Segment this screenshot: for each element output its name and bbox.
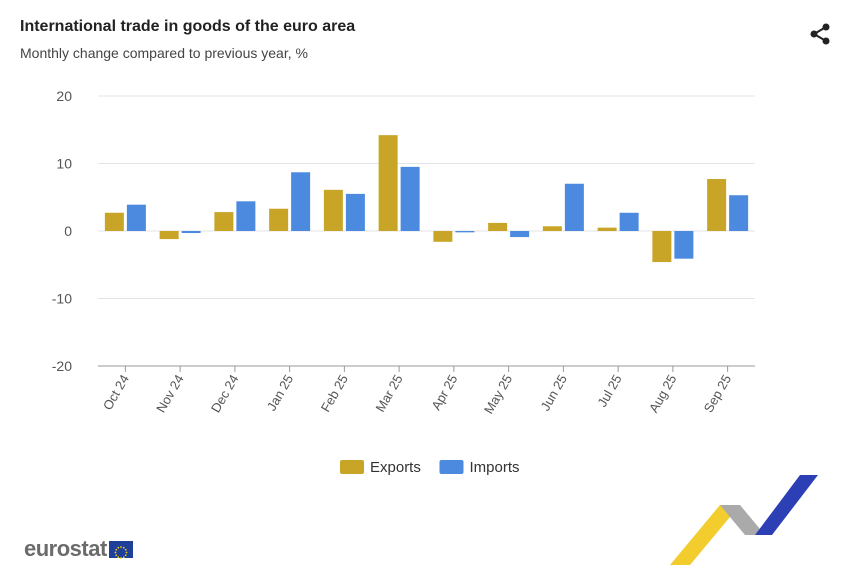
x-tick-label: Feb 25 bbox=[318, 372, 351, 415]
bar-exports bbox=[433, 231, 453, 242]
x-tick-label: Jun 25 bbox=[537, 372, 570, 413]
decorative-ribbon bbox=[670, 475, 818, 565]
bar-exports bbox=[488, 222, 508, 231]
bar-imports bbox=[400, 166, 420, 231]
bar-exports bbox=[652, 231, 672, 263]
bar-exports bbox=[542, 226, 562, 231]
bar-exports bbox=[707, 179, 727, 231]
bar-imports bbox=[236, 201, 256, 231]
share-button[interactable] bbox=[806, 20, 834, 48]
bar-imports bbox=[674, 231, 694, 259]
x-tick-label: Aug 25 bbox=[646, 372, 680, 415]
y-tick-label: 10 bbox=[56, 156, 72, 172]
legend-label: Imports bbox=[470, 459, 520, 476]
x-tick-label: Sep 25 bbox=[701, 372, 735, 415]
x-tick-label: Nov 24 bbox=[153, 372, 187, 415]
x-tick-label: Jan 25 bbox=[264, 372, 297, 413]
bar-imports bbox=[455, 231, 475, 233]
bar-imports bbox=[291, 172, 311, 231]
eurostat-logo: eurostat bbox=[24, 536, 133, 562]
eu-flag-icon bbox=[108, 540, 133, 559]
x-tick-label: Oct 24 bbox=[100, 372, 132, 413]
legend-swatch-imports bbox=[439, 460, 464, 474]
logo-text: eurostat bbox=[24, 536, 107, 561]
share-icon bbox=[810, 23, 830, 45]
x-tick-label: Apr 25 bbox=[428, 372, 460, 413]
y-tick-label: -20 bbox=[52, 358, 72, 374]
bar-exports bbox=[378, 135, 398, 231]
bar-imports bbox=[510, 231, 530, 238]
x-tick-label: Mar 25 bbox=[372, 372, 405, 415]
bar-exports bbox=[597, 227, 617, 231]
chart-subtitle: Monthly change compared to previous year… bbox=[20, 45, 308, 61]
x-tick-label: Jul 25 bbox=[594, 372, 624, 410]
bar-imports bbox=[181, 231, 201, 234]
bar-imports bbox=[126, 204, 146, 231]
bar-exports bbox=[269, 208, 289, 231]
bar-exports bbox=[104, 212, 124, 231]
x-tick-label: Dec 24 bbox=[208, 372, 242, 415]
bar-exports bbox=[323, 189, 343, 231]
bar-imports bbox=[619, 212, 639, 231]
bar-imports bbox=[345, 193, 365, 231]
legend-swatch-exports bbox=[340, 460, 364, 474]
bar-imports bbox=[564, 183, 584, 231]
bar-exports bbox=[214, 212, 234, 231]
y-tick-label: 0 bbox=[64, 223, 72, 239]
bar-exports bbox=[159, 231, 179, 240]
bar-imports bbox=[729, 195, 749, 231]
y-tick-label: -10 bbox=[52, 291, 72, 307]
chart-title: International trade in goods of the euro… bbox=[20, 18, 356, 35]
y-tick-label: 20 bbox=[56, 88, 72, 104]
x-tick-label: May 25 bbox=[481, 372, 515, 416]
legend-label: Exports bbox=[370, 459, 421, 476]
